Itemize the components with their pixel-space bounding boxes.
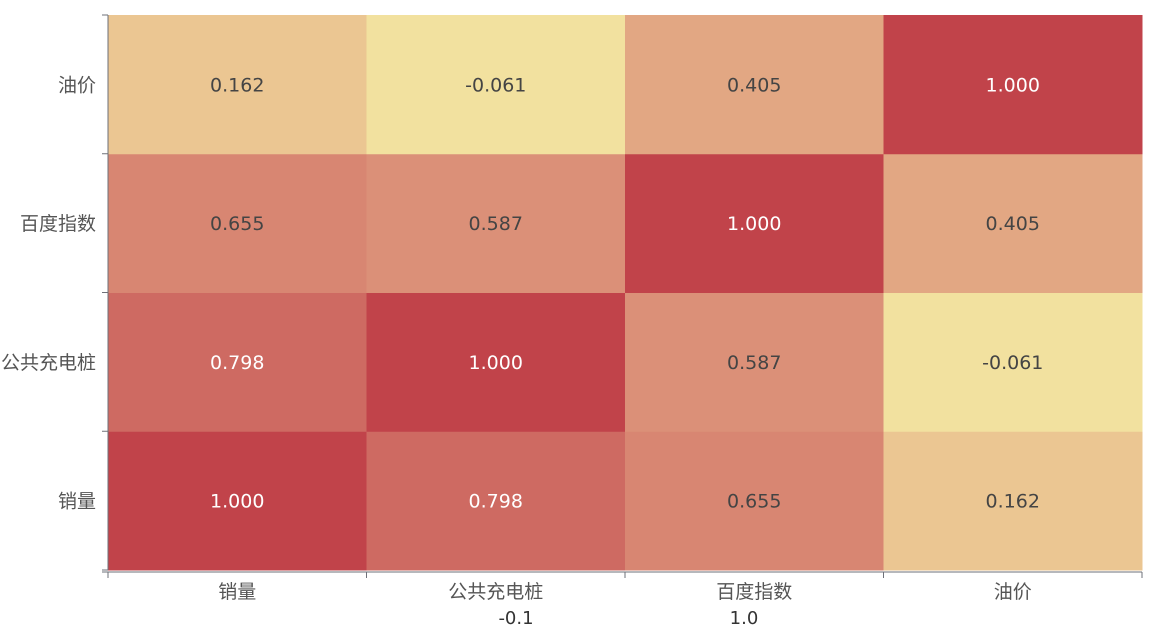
cell-value-label: -0.061	[982, 352, 1043, 374]
cell-value-label: 0.655	[210, 213, 264, 235]
cell-value-label: 1.000	[469, 352, 523, 374]
cell-value-label: 0.798	[469, 491, 523, 513]
y-axis-tick-label: 百度指数	[20, 213, 96, 235]
heatmap-cell	[108, 153, 367, 293]
heatmap-cell	[108, 292, 367, 432]
heatmap-cell	[366, 292, 626, 432]
y-axis-tick-label: 销量	[58, 491, 96, 513]
heatmap-cell	[366, 153, 626, 293]
x-axis-tick-label: 百度指数	[716, 581, 792, 603]
x-axis-tick-label: 油价	[994, 581, 1032, 603]
cell-value-label: 0.587	[727, 352, 781, 374]
cell-value-label: 0.162	[210, 74, 264, 96]
heatmap-cell	[366, 431, 626, 571]
x-axis-tick-label: 销量	[218, 581, 256, 603]
cells-layer	[108, 15, 1143, 571]
heatmap-cell	[625, 153, 884, 293]
heatmap-cell	[883, 292, 1143, 432]
cell-value-label: 0.405	[727, 74, 781, 96]
cell-value-label: 0.587	[469, 213, 523, 235]
cell-value-label: 1.000	[986, 74, 1040, 96]
visual-map-min-label: -0.1	[498, 608, 533, 629]
cell-value-label: 0.162	[986, 491, 1040, 513]
cell-value-label: 0.798	[210, 352, 264, 374]
heatmap-cell	[108, 431, 367, 571]
x-axis-tick-label: 公共充电桩	[448, 581, 543, 603]
heatmap-cell	[108, 15, 367, 155]
heatmap-cell	[625, 431, 884, 571]
heatmap-cell	[883, 15, 1143, 155]
heatmap-cell	[625, 15, 884, 155]
y-axis-tick-label: 油价	[58, 74, 96, 96]
cell-value-label: -0.061	[465, 74, 526, 96]
cell-value-label: 1.000	[210, 491, 264, 513]
heatmap-cell	[366, 15, 626, 155]
heatmap-cell	[625, 292, 884, 432]
heatmap-cell	[883, 153, 1143, 293]
visual-map-labels: -0.1 1.0	[498, 608, 758, 629]
cell-value-label: 0.405	[986, 213, 1040, 235]
cell-value-label: 1.000	[727, 213, 781, 235]
visual-map-max-label: 1.0	[730, 608, 759, 629]
y-axis-tick-label: 公共充电桩	[1, 352, 96, 374]
heatmap-cell	[883, 431, 1143, 571]
labels-layer: 1.000 0.798 0.655 0.162 0.798 1.000 0.587 -0.06…	[210, 74, 1043, 512]
cell-value-label: 0.655	[727, 491, 781, 513]
